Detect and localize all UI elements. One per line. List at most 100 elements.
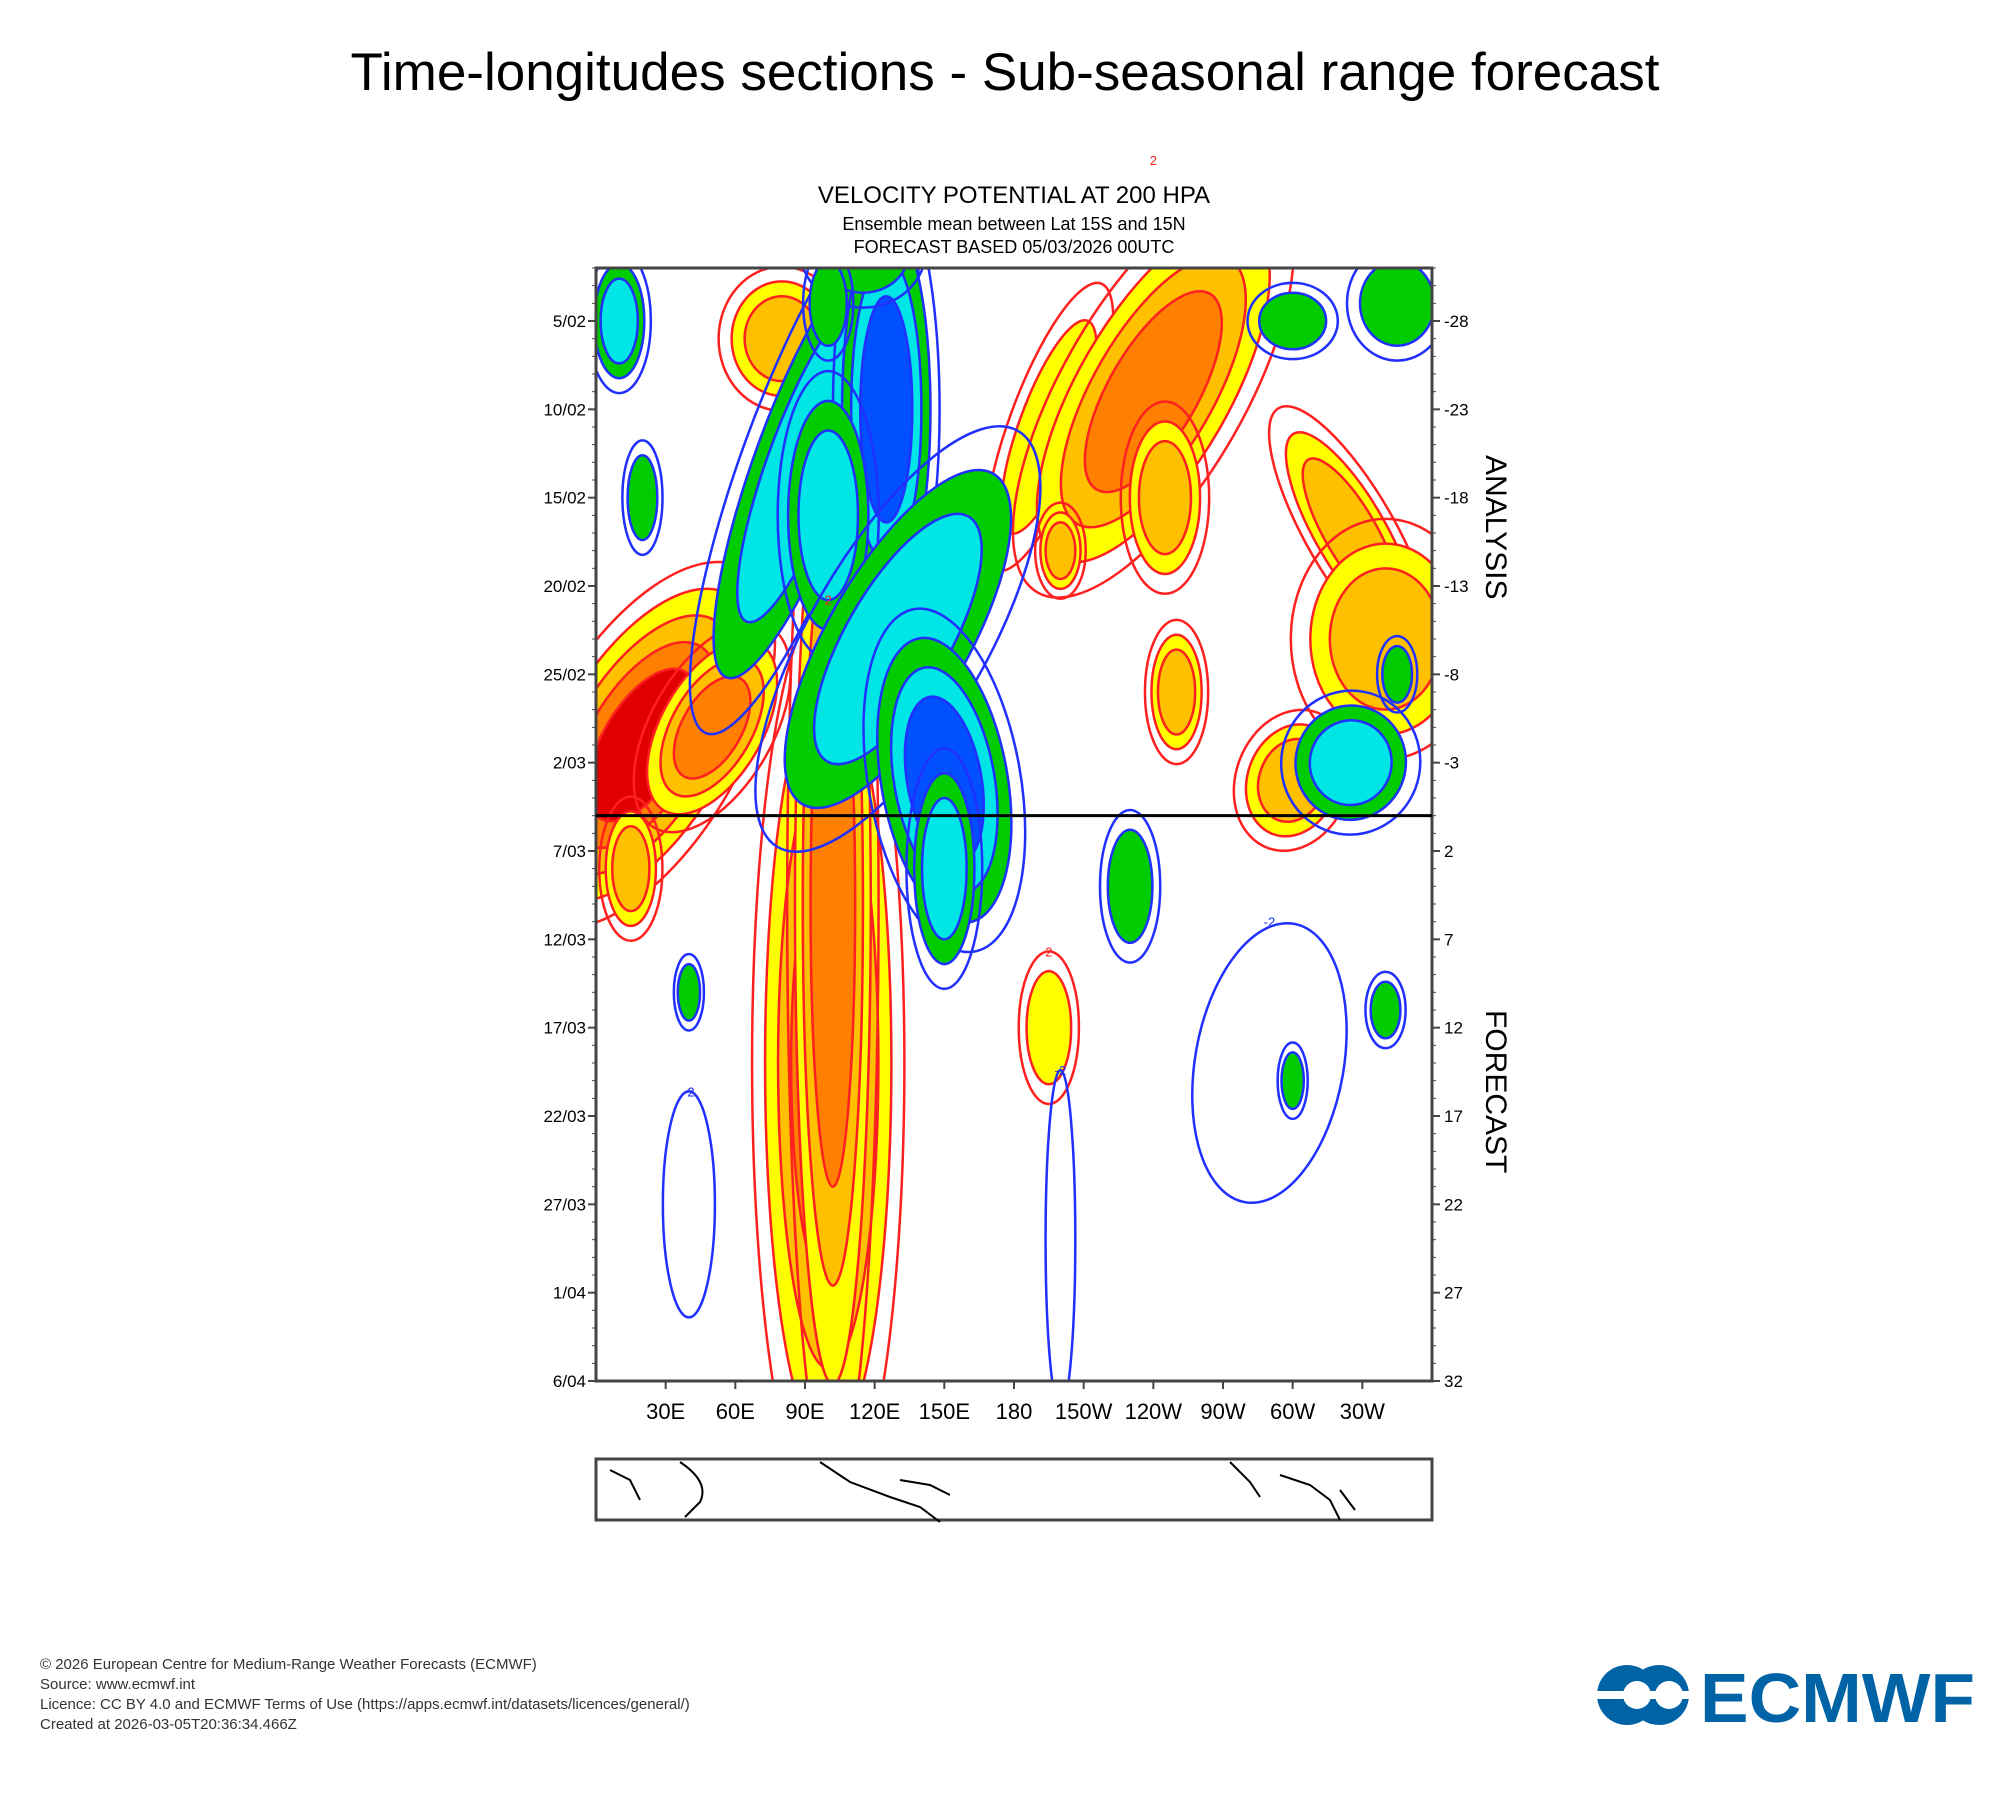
y-tick-label-date: 17/03 bbox=[543, 1019, 586, 1038]
y-tick-label-day: -18 bbox=[1444, 489, 1469, 508]
copyright-text: © 2026 European Centre for Medium-Range … bbox=[40, 1656, 537, 1673]
y-tick-label-date: 12/03 bbox=[543, 930, 586, 949]
negative-contour bbox=[1308, 719, 1393, 807]
positive-contour bbox=[1119, 400, 1211, 596]
x-tick-label: 60W bbox=[1270, 1399, 1315, 1424]
y-tick-label-day: -23 bbox=[1444, 400, 1469, 419]
x-tick-label: 30E bbox=[646, 1399, 685, 1424]
chart-subtitle: Ensemble mean between Lat 15S and 15N bbox=[842, 214, 1185, 234]
footer: © 2026 European Centre for Medium-Range … bbox=[40, 1655, 690, 1735]
positive-contour bbox=[1083, 289, 1224, 494]
y-tick-label-date: 1/04 bbox=[553, 1284, 586, 1303]
y-tick-label-date: 7/03 bbox=[553, 842, 586, 861]
y-tick-label-day: -28 bbox=[1444, 312, 1469, 331]
negative-contour bbox=[905, 747, 984, 991]
contour-labels: 2 2 2 -2 -2 -2 bbox=[683, 153, 1275, 1099]
x-tick-label: 180 bbox=[996, 1399, 1033, 1424]
y-tick-label-date: 20/02 bbox=[543, 577, 586, 596]
positive-contour bbox=[1137, 439, 1193, 556]
negative-contour bbox=[1257, 291, 1328, 351]
y-tick-label-day: 7 bbox=[1444, 930, 1453, 949]
created-text: Created at 2026-03-05T20:36:34.466Z bbox=[40, 1716, 297, 1733]
negative-contour bbox=[920, 796, 968, 941]
positive-contour bbox=[611, 825, 651, 913]
positive-contour bbox=[1033, 501, 1087, 600]
negative-contour bbox=[626, 454, 659, 542]
negative-contour bbox=[621, 439, 664, 557]
negative-contour bbox=[1280, 1051, 1306, 1111]
y-tick-label-day: 2 bbox=[1444, 842, 1453, 861]
negative-contour bbox=[1246, 281, 1340, 361]
y-tick-label-date: 22/03 bbox=[543, 1107, 586, 1126]
y-tick-label-day: 17 bbox=[1444, 1107, 1463, 1126]
x-tick-label: 120E bbox=[849, 1399, 900, 1424]
y-tick-label-day: 27 bbox=[1444, 1284, 1463, 1303]
analysis-label: ANALYSIS bbox=[1479, 455, 1512, 600]
negative-contour bbox=[859, 295, 914, 524]
positive-contour bbox=[1156, 648, 1197, 736]
positive-contour bbox=[1143, 618, 1210, 766]
negative-contour bbox=[1279, 689, 1422, 836]
y-tick-label-date: 15/02 bbox=[543, 489, 586, 508]
negative-contour bbox=[802, 268, 925, 309]
x-tick-label: 150E bbox=[919, 1399, 970, 1424]
world-map-strip bbox=[594, 1457, 1434, 1523]
y-tick-label-date: 25/02 bbox=[543, 665, 586, 684]
negative-contour bbox=[676, 962, 702, 1022]
negative-contour bbox=[1345, 268, 1432, 362]
negative-contour bbox=[1044, 1068, 1077, 1381]
negative-contour bbox=[1276, 1041, 1309, 1121]
y-tick-label-day: -8 bbox=[1444, 665, 1459, 684]
logo-text: ECMWF bbox=[1700, 1660, 1975, 1730]
y-tick-label-day: 22 bbox=[1444, 1195, 1463, 1214]
contour-label: -2 bbox=[1264, 915, 1276, 930]
source-text: Source: www.ecmwf.int bbox=[40, 1676, 196, 1693]
contour-label: -2 bbox=[683, 1084, 695, 1099]
x-tick-label: 90W bbox=[1200, 1399, 1245, 1424]
negative-contour bbox=[599, 277, 640, 365]
x-tick-label: 30W bbox=[1340, 1399, 1385, 1424]
x-tick-label: 120W bbox=[1125, 1399, 1183, 1424]
contour-field bbox=[596, 268, 1432, 1381]
y-tick-label-day: 12 bbox=[1444, 1019, 1463, 1038]
y-tick-label-day: -13 bbox=[1444, 577, 1469, 596]
y-tick-label-date: 2/03 bbox=[553, 754, 586, 773]
positive-contour bbox=[1025, 969, 1073, 1086]
negative-contour bbox=[1106, 828, 1154, 945]
y-tick-label-date: 6/04 bbox=[553, 1372, 586, 1391]
page-title: Time-longitudes sections - Sub-seasonal … bbox=[350, 43, 1660, 102]
positive-contour bbox=[672, 674, 752, 780]
y-tick-label-day: 32 bbox=[1444, 1372, 1463, 1391]
positive-contour bbox=[1044, 521, 1077, 581]
negative-contour bbox=[862, 607, 1027, 954]
x-tick-label: 150W bbox=[1055, 1399, 1113, 1424]
negative-contour bbox=[1358, 268, 1432, 347]
licence-text: Licence: CC BY 4.0 and ECMWF Terms of Us… bbox=[40, 1696, 690, 1713]
positive-contour bbox=[1011, 268, 1295, 599]
positive-contour bbox=[598, 795, 664, 942]
negative-contour bbox=[808, 268, 849, 347]
contour-label: 2 bbox=[1045, 944, 1052, 959]
positive-contour bbox=[1017, 950, 1081, 1106]
negative-contour bbox=[1375, 634, 1419, 714]
negative-contour bbox=[1191, 921, 1348, 1205]
negative-contour bbox=[801, 268, 855, 362]
contour-label: 2 bbox=[1150, 153, 1157, 168]
negative-contour bbox=[1381, 644, 1414, 704]
contour-label: -2 bbox=[1055, 1063, 1067, 1078]
chart-title: VELOCITY POTENTIAL AT 200 HPA bbox=[818, 182, 1210, 209]
x-tick-label: 90E bbox=[785, 1399, 824, 1424]
negative-contour bbox=[596, 268, 653, 395]
y-tick-label-date: 27/03 bbox=[543, 1195, 586, 1214]
contour-label: 2 bbox=[825, 592, 832, 607]
negative-contour bbox=[1369, 980, 1402, 1040]
negative-contour bbox=[1364, 970, 1407, 1050]
chart-forecast-base: FORECAST BASED 05/03/2026 00UTC bbox=[854, 237, 1175, 257]
negative-contour bbox=[661, 1090, 717, 1319]
negative-contour bbox=[672, 952, 706, 1032]
ecmwf-logo: ECMWF bbox=[1597, 1660, 1975, 1730]
y-tick-label-date: 10/02 bbox=[543, 400, 586, 419]
y-tick-label-day: -3 bbox=[1444, 754, 1459, 773]
negative-contour bbox=[1098, 808, 1162, 964]
